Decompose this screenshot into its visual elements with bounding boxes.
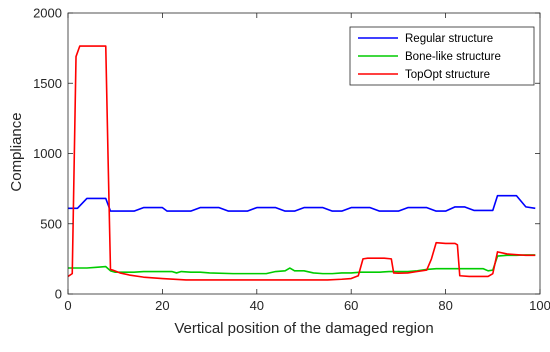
x-tick-label: 80 [438, 298, 452, 313]
legend-label-regular: Regular structure [405, 33, 493, 45]
y-tick-label: 1000 [33, 146, 62, 161]
x-tick-label: 0 [64, 298, 71, 313]
x-tick-label: 20 [155, 298, 169, 313]
legend-label-bone-like: Bone-like structure [405, 51, 501, 63]
series-line-bone-like-structure [68, 254, 536, 275]
x-tick-label: 100 [529, 298, 550, 313]
x-tick-label: 40 [250, 298, 264, 313]
x-axis-label: Vertical position of the damaged region [174, 320, 433, 337]
legend-label-topopt: TopOpt structure [405, 69, 490, 81]
y-tick-label: 0 [55, 287, 62, 302]
y-axis-label: Compliance [8, 112, 25, 191]
y-tick-label: 1500 [33, 76, 62, 91]
series-lines [68, 45, 536, 281]
y-tick-label: 2000 [33, 6, 62, 21]
series-line-regular-structure [68, 194, 536, 212]
x-tick-label: 60 [344, 298, 358, 313]
y-tick-label: 500 [40, 216, 62, 231]
series-line-topopt-structure [68, 45, 536, 281]
axes [67, 12, 541, 295]
legend: Regular structure Bone-like structure To… [349, 26, 535, 86]
